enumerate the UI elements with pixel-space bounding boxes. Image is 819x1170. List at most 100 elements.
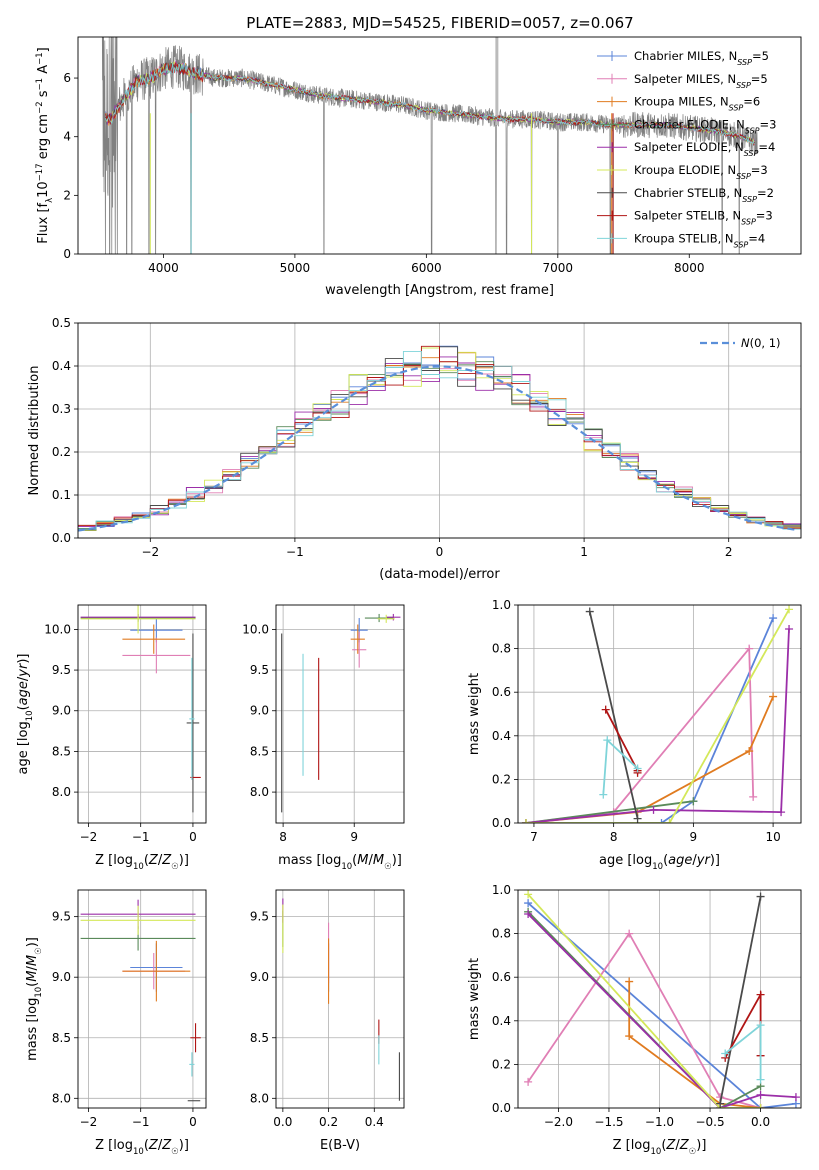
spectrum-model-chabrier_stelib <box>105 61 755 144</box>
series-line-salpeter_elodie <box>525 628 790 823</box>
y-tick-label: 0.4 <box>492 729 511 743</box>
y-tick-label: 0.6 <box>492 970 511 984</box>
axes-frame <box>275 604 405 824</box>
x-tick-label: 9 <box>350 830 358 844</box>
errorbar-salpeter_elodie <box>386 613 401 621</box>
series-point-chabrier_miles <box>769 614 778 623</box>
y-tick-label: 9.5 <box>250 663 269 677</box>
plot-area-weight_vs_Z <box>524 890 800 1108</box>
series-point-kroupa_miles <box>625 1032 634 1041</box>
y-tick-label: 0.2 <box>52 445 71 459</box>
series-point-kroupa_stelib <box>633 764 642 773</box>
series-point-salpeter_miles <box>625 929 634 938</box>
y-tick-label: 0.6 <box>492 685 511 699</box>
series-point-kroupa_elodie <box>521 819 530 823</box>
x-tick-label: 0.0 <box>273 1115 292 1129</box>
y-tick-label: 10.0 <box>44 622 71 636</box>
errorbar-kroupa_stelib <box>189 657 195 780</box>
y-tick-label: 8.0 <box>250 785 269 799</box>
x-tick-label: 6000 <box>411 261 442 275</box>
plot-area-mass_vs_Z <box>80 899 201 1102</box>
y-tick-label: 4 <box>63 130 71 144</box>
normal-curve <box>78 365 799 532</box>
axes-frame <box>517 889 802 1109</box>
y-tick-label: 0.5 <box>52 316 71 330</box>
x-tick-label: −1 <box>132 830 150 844</box>
x-tick-label: 0 <box>189 1115 197 1129</box>
errorbar-salpeter_miles <box>352 631 367 668</box>
legend-entry-kroupa_stelib: Kroupa STELIB, NSSP=4 <box>634 231 765 249</box>
y-tick-label: 1.0 <box>492 883 511 897</box>
y-tick-label: 1.0 <box>492 598 511 612</box>
errorbar-kroupa_elodie <box>80 905 196 935</box>
y-tick-label: 0.8 <box>492 927 511 941</box>
series-point-salpeter_elodie <box>785 624 794 633</box>
series-point-kroupa_miles <box>745 747 754 756</box>
panel-residuals: −2 −1 0 1 2 0.0 0.1 0.2 0.3 0.4 0.5 (data-model)/er… <box>27 316 802 582</box>
x-tick-label: −1 <box>132 1115 150 1129</box>
series-point-kroupa_miles <box>625 977 634 986</box>
y-tick-label: 0.3 <box>52 402 71 416</box>
y-tick-label: 9.5 <box>52 910 71 924</box>
chart-title: PLATE=2883, MJD=54525, FIBERID=0057, z=0… <box>246 14 633 32</box>
series-point-chabrier_stelib <box>716 1099 725 1108</box>
x-axis-label: Z [log10(Z/Z☉)] <box>95 1138 189 1157</box>
legend-entry-salpeter_miles: Salpeter MILES, NSSP=5 <box>634 72 768 90</box>
axes-frame <box>77 36 802 255</box>
series-point-kroupa_elodie <box>756 1104 765 1108</box>
y-tick-label: 0.0 <box>52 531 71 545</box>
series-point-kroupa_elodie <box>785 605 794 614</box>
series-point-chabrier_miles <box>657 819 666 823</box>
y-tick-label: 9.0 <box>52 704 71 718</box>
panel-age_vs_mass: 8 9 8.0 8.5 9.0 9.5 10.0 mass [log10(M/M☉)] <box>242 604 405 872</box>
y-tick-label: 8.5 <box>52 1031 71 1045</box>
x-axis-label: (data-model)/error <box>379 567 500 582</box>
x-tick-label: 7000 <box>543 261 574 275</box>
y-tick-label: 8.5 <box>52 744 71 758</box>
series-point-kroupa_stelib <box>756 1075 765 1084</box>
y-tick-label: 9.0 <box>250 970 269 984</box>
series-line-chabrier_miles <box>527 902 797 1108</box>
plot-area-weight_vs_age <box>521 605 794 823</box>
series-point-chabrier_elodie <box>689 797 698 806</box>
y-tick-label: 2 <box>63 188 71 202</box>
y-tick-label: 0.8 <box>492 642 511 656</box>
errorbar-chabrier_stelib <box>186 633 200 813</box>
errorbar-kroupa_elodie <box>377 614 395 623</box>
x-tick-label: 0.2 <box>319 1115 338 1129</box>
x-tick-label: −2 <box>80 830 98 844</box>
legend-entry-chabrier_elodie: Chabrier ELODIE, NSSP=3 <box>634 117 776 135</box>
series-line-chabrier_stelib <box>719 896 762 1104</box>
series-line-chabrier_elodie <box>527 911 762 1108</box>
y-axis-label: mass [log10(M/M☉)] <box>25 937 44 1061</box>
axes-frame <box>517 604 802 824</box>
errorbar-salpeter_miles <box>122 637 191 674</box>
panel-mass_vs_Z: −2 −1 0 8.0 8.5 9.0 9.5 Z [log10(Z/Z☉)] mass [lo… <box>25 889 207 1157</box>
axes-frame <box>77 604 207 824</box>
axes-frame <box>275 889 405 1109</box>
series-line-kroupa_elodie <box>526 608 790 823</box>
x-tick-label: −2 <box>141 545 159 559</box>
x-tick-label: 8000 <box>674 261 705 275</box>
x-tick-label: 0.4 <box>365 1115 384 1129</box>
series-point-salpeter_elodie <box>524 909 533 918</box>
x-tick-label: 10 <box>765 830 780 844</box>
spectrum-data-line <box>101 37 758 254</box>
y-tick-label: 8.0 <box>250 1091 269 1105</box>
y-tick-label: 0.0 <box>492 816 511 830</box>
series-point-kroupa_elodie <box>665 819 674 823</box>
y-tick-label: 0.2 <box>492 772 511 786</box>
x-tick-label: 2 <box>725 545 733 559</box>
x-tick-label: −1.5 <box>594 1115 623 1129</box>
series-point-salpeter_elodie <box>649 805 658 814</box>
series-point-chabrier_stelib <box>633 814 642 823</box>
errorbar-kroupa_miles <box>122 624 186 654</box>
x-tick-label: −2.0 <box>544 1115 573 1129</box>
x-axis-label: E(B-V) <box>320 1138 360 1153</box>
series-point-kroupa_stelib <box>756 1021 765 1030</box>
x-axis-label: Z [log10(Z/Z☉)] <box>95 853 189 872</box>
panel-weight_vs_Z: −2.0 −1.5 −1.0 −0.5 0.0 0.0 0.2 0.4 0.6 0.8 1.0 Z [… <box>467 883 802 1157</box>
y-tick-label: 8.5 <box>250 744 269 758</box>
x-axis-label: age [log10(age/yr)] <box>599 853 720 872</box>
